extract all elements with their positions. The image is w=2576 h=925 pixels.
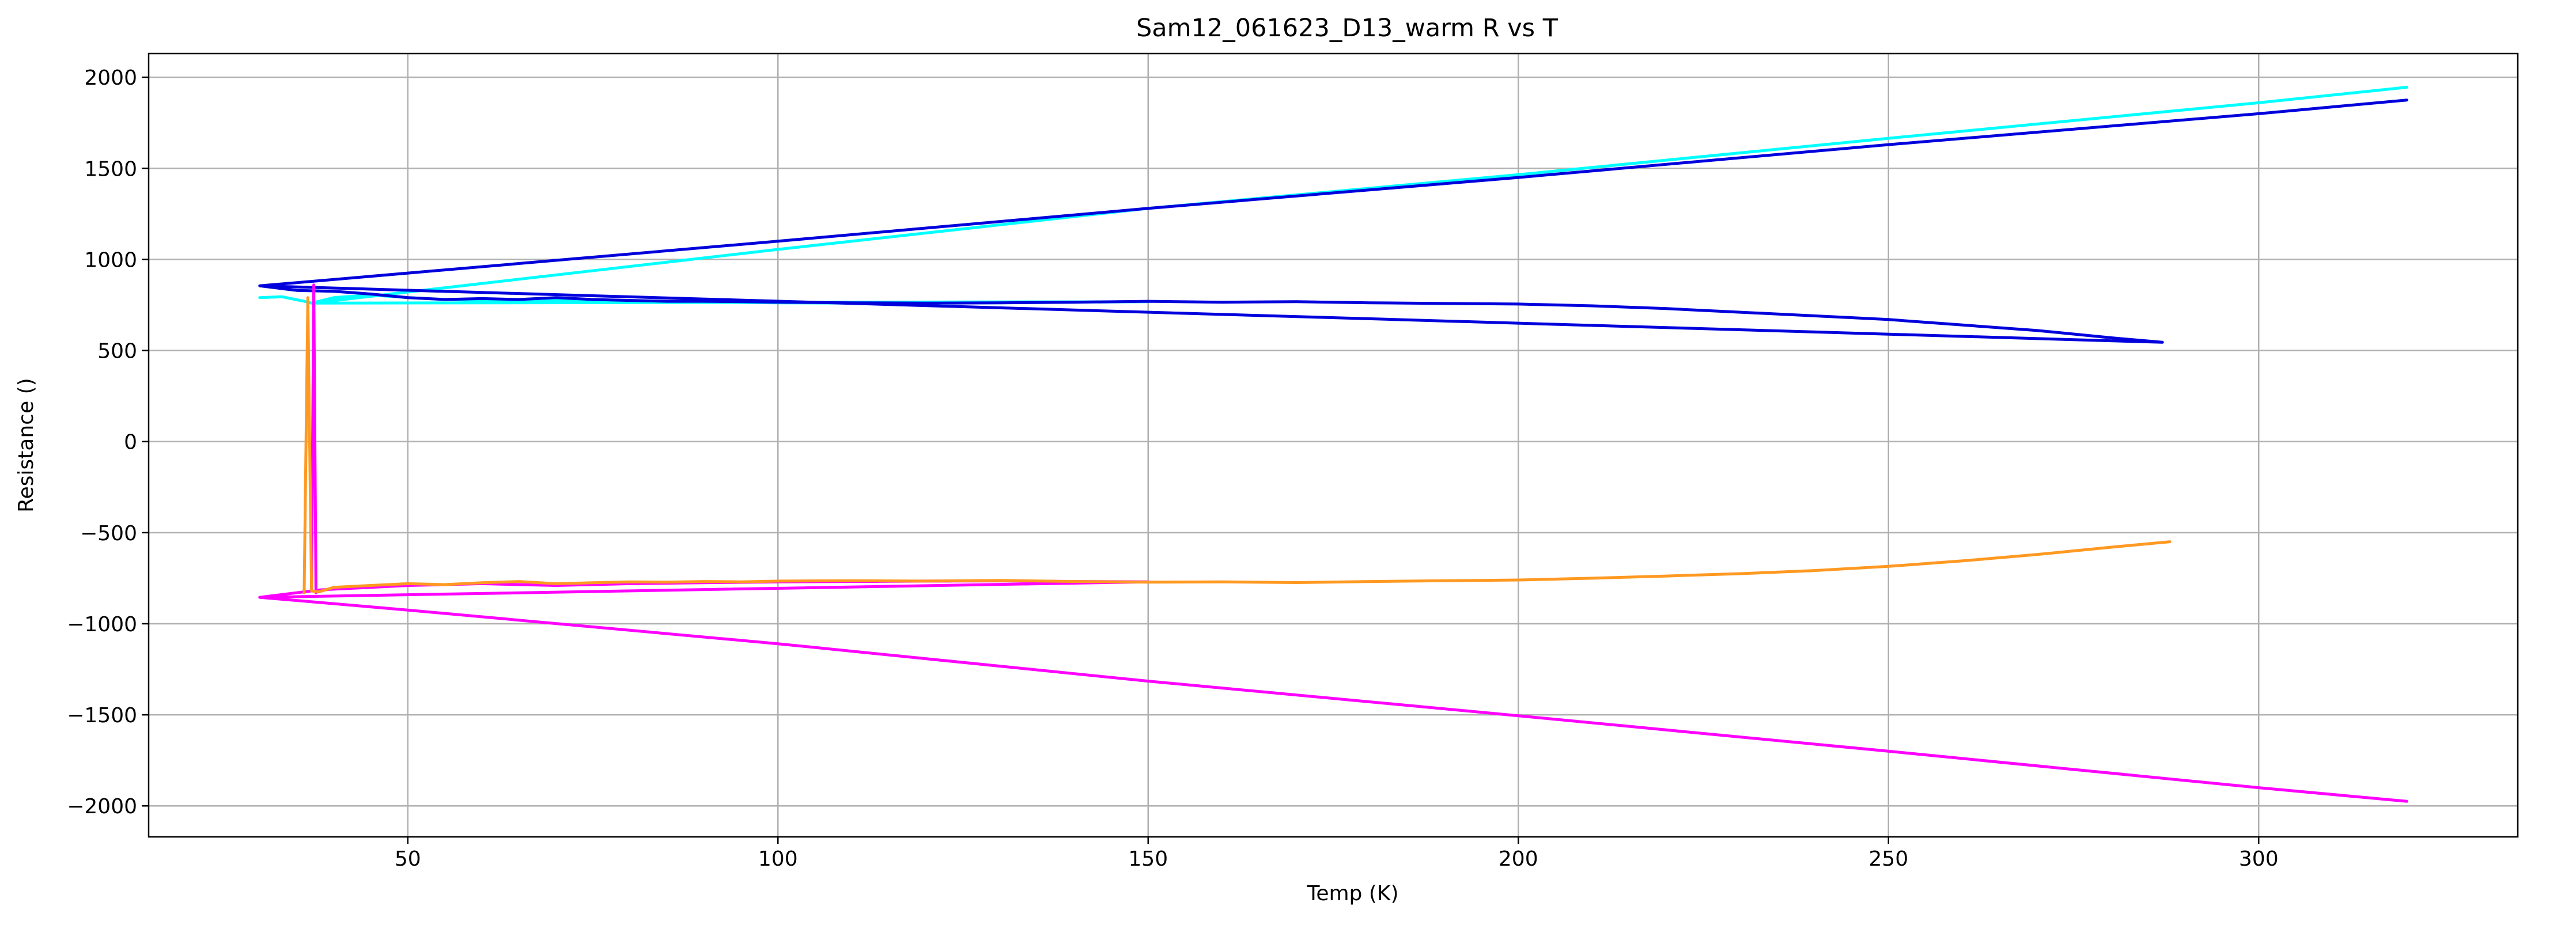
y-tick-label: −1000 [67,613,137,636]
x-tick-label: 250 [1868,847,1908,871]
y-tick-label: 500 [97,340,137,363]
series-lines [258,86,2408,803]
y-tick-label: −2000 [67,795,137,818]
y-tick-label: 1000 [84,248,137,272]
y-tick-label: −1500 [67,704,137,727]
x-tick-label: 150 [1128,847,1168,871]
x-tick-label: 300 [2239,847,2279,871]
series-line-4 [302,296,2172,594]
y-tick-label: 1500 [84,157,137,181]
x-axis-label: Temp (K) [1306,882,1398,905]
chart-title: Sam12_061623_D13_warm R vs T [1136,14,1559,43]
series-line-2 [258,98,2408,344]
y-tick-label: 2000 [84,66,137,90]
y-axis-label: Resistance () [14,378,38,513]
y-tick-label: 0 [124,431,137,454]
axis-ticks: 50 100 150 200 250 300 2000 1500 1000 500 0 −500 −10… [67,66,2278,871]
x-tick-label: 50 [395,847,421,871]
plot-frame [147,52,2519,838]
grid [149,54,2518,837]
y-tick-label: −500 [80,522,137,545]
x-tick-label: 100 [758,847,798,871]
x-tick-label: 200 [1499,847,1538,871]
